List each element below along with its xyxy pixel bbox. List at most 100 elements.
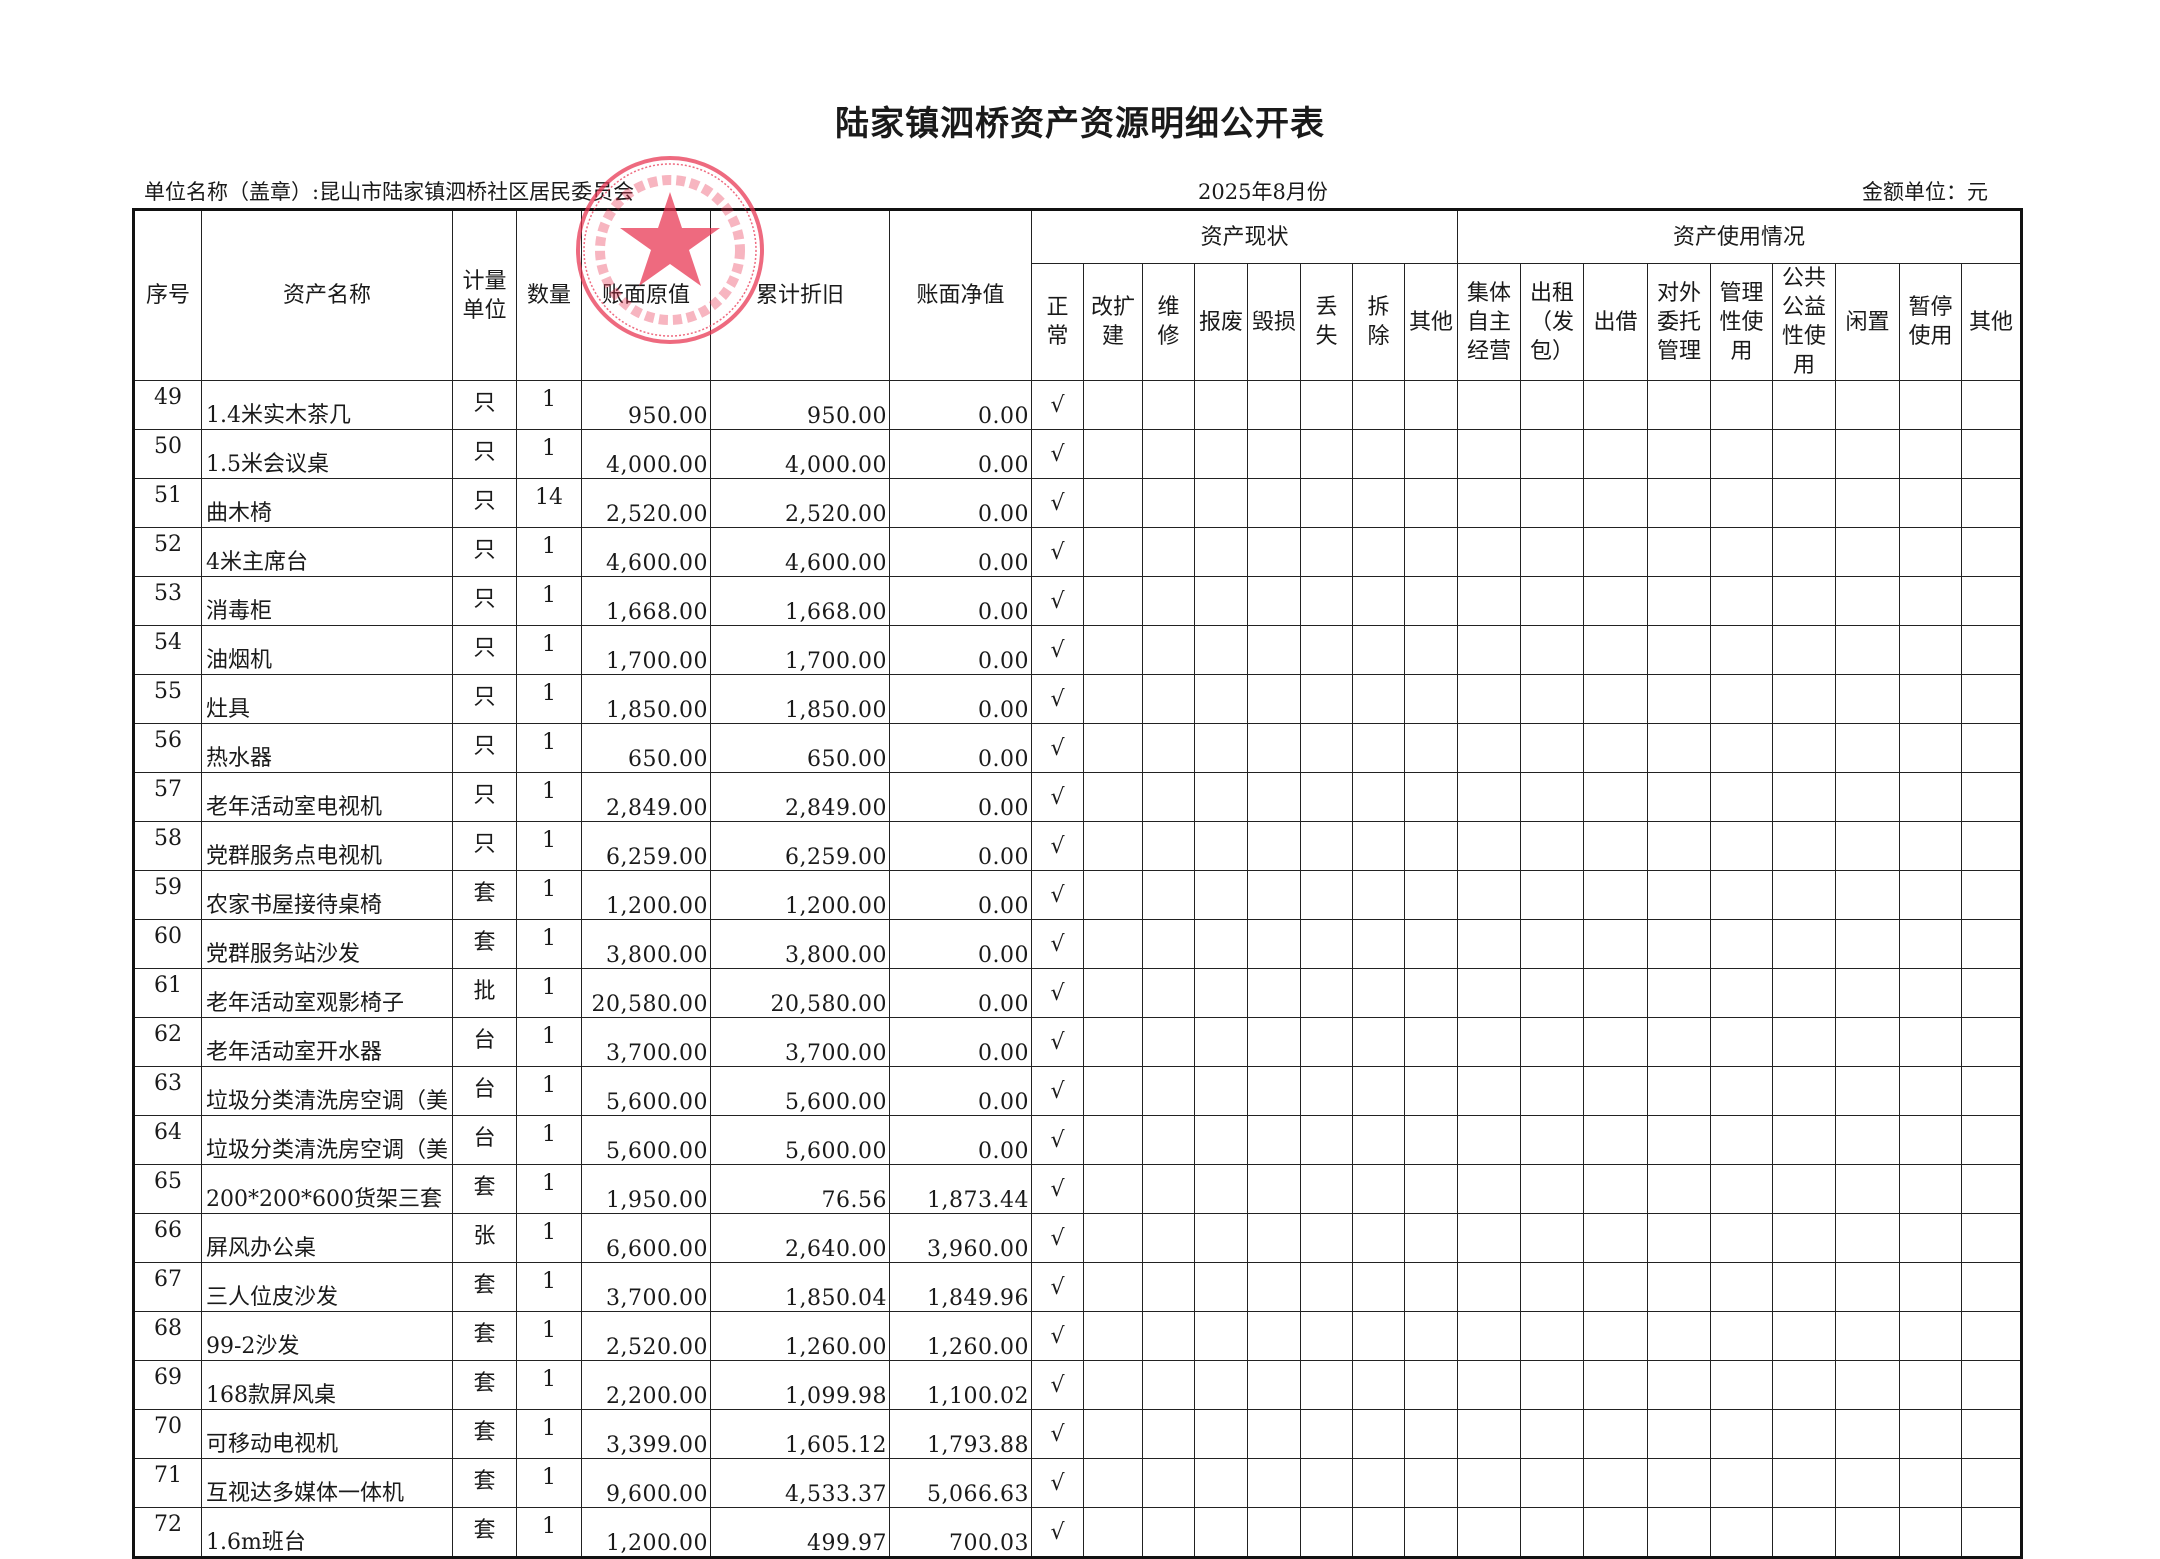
cell-unit: 台 — [452, 1115, 517, 1165]
cell-status — [1194, 919, 1248, 969]
cell-status — [1404, 1311, 1458, 1361]
cell-usage — [1835, 772, 1900, 822]
cell-original: 2,849.00 — [581, 772, 711, 822]
cell-name: 屏风办公桌 — [201, 1213, 453, 1263]
cell-usage — [1835, 1507, 1900, 1558]
cell-usage — [1457, 576, 1521, 626]
cell-net: 1,260.00 — [889, 1311, 1032, 1361]
cell-usage — [1647, 821, 1711, 871]
cell-depreciation: 1,850.00 — [710, 674, 890, 724]
cell-usage — [1710, 1360, 1773, 1410]
cell-status — [1142, 576, 1195, 626]
cell-usage — [1899, 821, 1962, 871]
cell-original: 9,600.00 — [581, 1458, 711, 1508]
cell-usage — [1583, 919, 1648, 969]
cell-status — [1142, 1115, 1195, 1165]
cell-usage — [1583, 968, 1648, 1018]
cell-status — [1194, 1213, 1248, 1263]
cell-usage — [1835, 968, 1900, 1018]
cell-usage — [1457, 772, 1521, 822]
cell-usage — [1710, 1458, 1773, 1508]
cell-status — [1083, 429, 1143, 479]
cell-seq: 66 — [133, 1213, 202, 1263]
cell-unit: 只 — [452, 478, 517, 528]
cell-depreciation: 1,260.00 — [710, 1311, 890, 1361]
cell-net: 0.00 — [889, 821, 1032, 871]
cell-status — [1352, 1458, 1405, 1508]
cell-usage — [1899, 576, 1962, 626]
cell-unit: 套 — [452, 1360, 517, 1410]
cell-usage — [1772, 919, 1836, 969]
cell-usage — [1647, 1115, 1711, 1165]
cell-usage — [1647, 968, 1711, 1018]
cell-status — [1083, 1017, 1143, 1067]
header-qty: 数量 — [516, 209, 582, 381]
cell-depreciation: 4,533.37 — [710, 1458, 890, 1508]
cell-usage — [1520, 1066, 1584, 1116]
cell-usage — [1961, 1409, 2022, 1459]
cell-net: 1,849.96 — [889, 1262, 1032, 1312]
cell-status — [1083, 674, 1143, 724]
cell-depreciation: 650.00 — [710, 723, 890, 773]
cell-usage — [1961, 772, 2022, 822]
cell-unit: 套 — [452, 1507, 517, 1558]
cell-usage — [1835, 380, 1900, 430]
cell-seq: 50 — [133, 429, 202, 479]
header-usage-8: 其他 — [1961, 263, 2022, 381]
cell-status — [1352, 1164, 1405, 1214]
cell-usage — [1457, 625, 1521, 675]
cell-usage — [1710, 1066, 1773, 1116]
table-row: 56 热水器只 1 650.00 650.00 0.00 √ — [133, 723, 2022, 773]
check-mark-icon: √ — [1031, 1360, 1084, 1410]
cell-status — [1142, 1213, 1195, 1263]
cell-usage — [1520, 1311, 1584, 1361]
cell-usage — [1457, 1115, 1521, 1165]
cell-status — [1247, 1066, 1301, 1116]
cell-usage — [1772, 1458, 1836, 1508]
cell-original: 20,580.00 — [581, 968, 711, 1018]
cell-status — [1194, 772, 1248, 822]
cell-status — [1194, 1458, 1248, 1508]
cell-usage — [1835, 1066, 1900, 1116]
cell-usage — [1899, 772, 1962, 822]
cell-depreciation: 4,000.00 — [710, 429, 890, 479]
cell-usage — [1647, 1017, 1711, 1067]
check-mark-icon: √ — [1031, 576, 1084, 626]
cell-status — [1194, 968, 1248, 1018]
cell-depreciation: 4,600.00 — [710, 527, 890, 577]
cell-status — [1404, 1164, 1458, 1214]
cell-status — [1194, 576, 1248, 626]
cell-name: 垃圾分类清洗房空调（美 — [201, 1066, 453, 1116]
cell-depreciation: 76.56 — [710, 1164, 890, 1214]
cell-usage — [1835, 527, 1900, 577]
cell-status — [1142, 625, 1195, 675]
cell-status — [1352, 478, 1405, 528]
cell-depreciation: 1,700.00 — [710, 625, 890, 675]
cell-usage — [1710, 478, 1773, 528]
cell-usage — [1457, 380, 1521, 430]
cell-qty: 1 — [516, 576, 582, 626]
cell-usage — [1520, 1409, 1584, 1459]
cell-name: 油烟机 — [201, 625, 453, 675]
cell-status — [1300, 527, 1353, 577]
cell-status — [1404, 1262, 1458, 1312]
cell-net: 0.00 — [889, 576, 1032, 626]
cell-status — [1142, 1262, 1195, 1312]
cell-usage — [1583, 870, 1648, 920]
cell-usage — [1647, 429, 1711, 479]
cell-usage — [1457, 1360, 1521, 1410]
cell-status — [1404, 919, 1458, 969]
cell-status — [1300, 1458, 1353, 1508]
cell-name: 老年活动室开水器 — [201, 1017, 453, 1067]
table-row: 54 油烟机只 1 1,700.00 1,700.00 0.00 √ — [133, 625, 2022, 675]
cell-status — [1404, 1115, 1458, 1165]
cell-usage — [1961, 1507, 2022, 1558]
check-mark-icon: √ — [1031, 772, 1084, 822]
cell-qty: 1 — [516, 723, 582, 773]
check-mark-icon: √ — [1031, 1262, 1084, 1312]
cell-usage — [1772, 1262, 1836, 1312]
cell-usage — [1772, 870, 1836, 920]
cell-usage — [1520, 870, 1584, 920]
cell-name: 农家书屋接待桌椅 — [201, 870, 453, 920]
cell-usage — [1710, 527, 1773, 577]
